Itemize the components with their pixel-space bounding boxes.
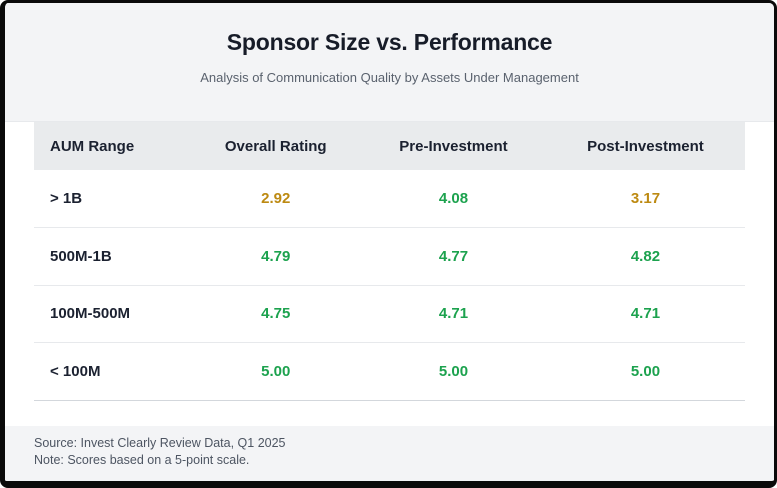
table-row: 100M-500M 4.75 4.71 4.71	[34, 285, 745, 343]
page-title: Sponsor Size vs. Performance	[226, 29, 553, 55]
aum-range-cell: 100M-500M	[50, 305, 131, 323]
column-header-overall-rating: Overall Rating	[224, 137, 327, 155]
score-cell: 4.77	[438, 247, 469, 265]
title-block: Sponsor Size vs. Performance Analysis of…	[5, 3, 774, 121]
performance-table: AUM Range Overall Rating Pre-Investment …	[34, 122, 745, 401]
table-header: AUM Range Overall Rating Pre-Investment …	[34, 122, 745, 170]
report-footer: Source: Invest Clearly Review Data, Q1 2…	[5, 425, 774, 481]
score-cell: 4.79	[261, 247, 291, 265]
source-note: Source: Invest Clearly Review Data, Q1 2…	[34, 435, 286, 450]
score-cell: 4.71	[438, 305, 469, 323]
column-header-aum-range: AUM Range	[50, 137, 135, 155]
scale-note: Note: Scores based on a 5-point scale.	[34, 452, 250, 467]
aum-range-cell: < 100M	[50, 362, 101, 380]
aum-range-cell: 500M-1B	[50, 247, 112, 265]
column-header-post-investment: Post-Investment	[587, 137, 704, 155]
score-cell: 4.75	[261, 305, 291, 323]
score-cell: 5.00	[438, 362, 469, 380]
score-cell: 4.08	[438, 190, 469, 207]
table-card: AUM Range Overall Rating Pre-Investment …	[5, 121, 774, 426]
table-row: < 100M 5.00 5.00 5.00	[34, 342, 745, 400]
table-header-row: AUM Range Overall Rating Pre-Investment …	[34, 122, 745, 170]
score-cell: 5.00	[261, 362, 291, 380]
score-cell: 3.17	[630, 190, 661, 207]
page-subtitle: Analysis of Communication Quality by Ass…	[200, 70, 579, 85]
score-cell: 4.82	[630, 247, 661, 265]
score-cell: 2.92	[261, 190, 291, 207]
column-header-pre-investment: Pre-Investment	[399, 137, 508, 155]
aum-range-cell: > 1B	[50, 190, 83, 207]
score-cell: 5.00	[630, 362, 661, 380]
table-row: 500M-1B 4.79 4.77 4.82	[34, 227, 745, 285]
score-cell: 4.71	[630, 305, 661, 323]
table-row: > 1B 2.92 4.08 3.17	[34, 170, 745, 228]
